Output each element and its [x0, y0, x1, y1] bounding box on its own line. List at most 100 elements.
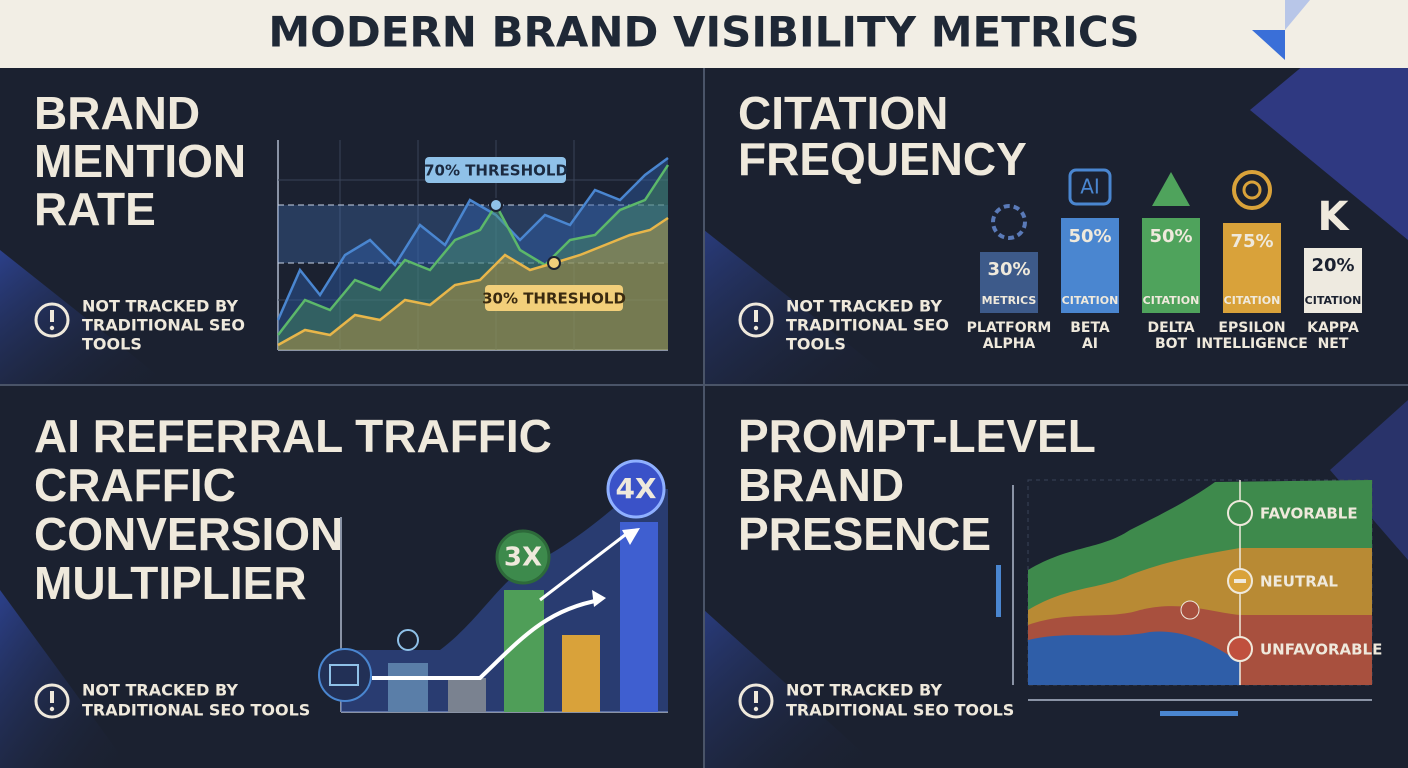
platform-name: AI: [1082, 336, 1098, 352]
note: NOT TRACKED BY: [786, 681, 942, 700]
sublabel: CITATION: [1062, 294, 1119, 307]
badge: [495, 529, 551, 585]
platform-name: INTELLIGENCE: [1196, 336, 1308, 352]
platform-icon-text: AI: [1080, 175, 1100, 199]
legend-icon: [1227, 636, 1253, 662]
note: TRADITIONAL SEO: [82, 316, 245, 335]
panel-title: PROMPT-LEVEL: [738, 410, 1096, 462]
percent: 20%: [1311, 255, 1354, 276]
note: TRADITIONAL SEO TOOLS: [82, 701, 310, 720]
note: TOOLS: [786, 335, 846, 354]
platform-icon: [1232, 170, 1272, 210]
icon: [1180, 600, 1200, 620]
bar: [562, 635, 600, 712]
note: TRADITIONAL SEO TOOLS: [786, 701, 1014, 720]
badge-label: 3X: [504, 543, 542, 573]
sublabel: CITATION: [1305, 294, 1362, 307]
bar: [1061, 218, 1119, 313]
panel-title: AI REFERRAL TRAFFIC: [34, 410, 552, 462]
area: [278, 218, 668, 350]
logo: [1285, 0, 1310, 30]
legend-icon: [1234, 579, 1246, 583]
decor: [704, 610, 880, 768]
alert-icon: [754, 310, 758, 322]
title-bar: [0, 0, 1408, 68]
legend-icon: [1227, 500, 1253, 526]
bar: [1223, 223, 1281, 313]
platform-icon-text: K: [1318, 194, 1351, 240]
panel-title: MULTIPLIER: [34, 557, 307, 609]
presence-chart: FAVORABLE NEUTRAL UNFAVORABLE: [996, 479, 1382, 716]
percent: 30%: [987, 259, 1030, 280]
platform-name: ALPHA: [983, 336, 1036, 352]
icon: [318, 648, 372, 702]
platform-name: KAPPA: [1307, 320, 1359, 336]
trend-arrow: [592, 590, 606, 607]
platform-icon: [1152, 172, 1190, 206]
panel-title: CRAFFIC: [34, 459, 236, 511]
annotation: 70% THRESHOLD: [424, 162, 568, 180]
alert-icon: [49, 325, 55, 331]
citation-bars: 30% 50% 50% 75% 20% METRICS CITATION CIT…: [967, 218, 1362, 352]
logo: [1252, 30, 1285, 60]
alert-icon: [50, 691, 54, 703]
panel-title: CITATION: [738, 87, 948, 139]
panel-title: BRAND: [34, 87, 200, 139]
annotation: 30% THRESHOLD: [482, 290, 626, 308]
marker: [547, 256, 561, 270]
panel-title: RATE: [34, 183, 156, 235]
annotation-box: [485, 285, 623, 311]
marker: [489, 198, 503, 212]
panel-title: PRESENCE: [738, 508, 991, 560]
legend-label: NEUTRAL: [1260, 573, 1338, 591]
sublabel: CITATION: [1143, 294, 1200, 307]
platform-name: BETA: [1070, 320, 1110, 336]
bar: [448, 678, 486, 712]
decor: [996, 565, 1001, 617]
panel-title: BRAND: [738, 459, 904, 511]
alert-icon: [738, 683, 774, 719]
alert-icon: [50, 310, 54, 322]
platform-name: EPSILON: [1218, 320, 1285, 336]
sublabel: CITATION: [1224, 294, 1281, 307]
decor: [1250, 60, 1408, 240]
alert-icon: [34, 302, 70, 338]
panel-title: MENTION: [34, 135, 246, 187]
platform-name: NET: [1318, 336, 1349, 352]
trend-arrow: [539, 533, 626, 602]
line: [277, 164, 670, 336]
alert-icon: [753, 325, 759, 331]
platform-name: DELTA: [1147, 320, 1194, 336]
bar: [388, 663, 428, 712]
badge: [606, 459, 666, 519]
page-title: MODERN BRAND VISIBILITY METRICS: [268, 8, 1139, 57]
line: [277, 216, 669, 347]
panel-title: CONVERSION: [34, 508, 343, 560]
area: [1028, 631, 1240, 685]
decor: [1330, 400, 1408, 560]
decor: [0, 250, 170, 385]
platform-icon: [1242, 180, 1262, 200]
sublabel: METRICS: [982, 294, 1037, 307]
decor: [1160, 711, 1238, 716]
alert-icon: [738, 302, 774, 338]
panel-title: FREQUENCY: [738, 133, 1027, 185]
note: NOT TRACKED BY: [82, 297, 238, 316]
line: [276, 156, 669, 321]
percent: 75%: [1230, 231, 1273, 252]
percent: 50%: [1068, 226, 1111, 247]
legend-label: FAVORABLE: [1260, 505, 1358, 523]
alert-icon: [34, 683, 70, 719]
platform-name: PLATFORM: [967, 320, 1052, 336]
bar: [1304, 248, 1362, 313]
percent: 50%: [1149, 226, 1192, 247]
platform-icon: [991, 204, 1027, 240]
trend-arrow: [622, 528, 640, 545]
bar: [620, 522, 658, 712]
alert-icon: [49, 706, 55, 712]
platform-icon: [1068, 168, 1112, 206]
note: TOOLS: [82, 335, 142, 354]
line-chart: 70% THRESHOLD 30% THRESHOLD: [276, 140, 670, 351]
note: NOT TRACKED BY: [786, 297, 942, 316]
